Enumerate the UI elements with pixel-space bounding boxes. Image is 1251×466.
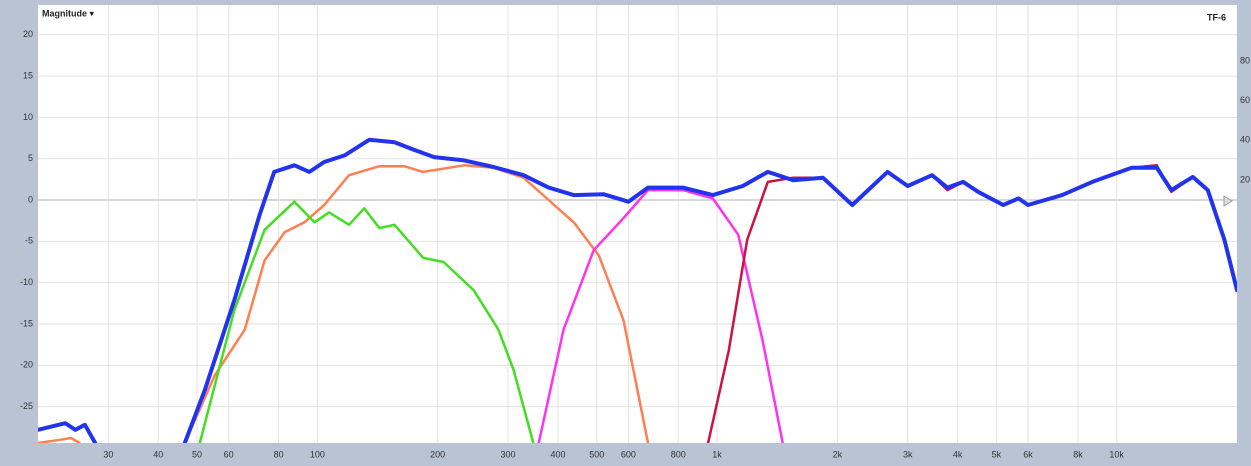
y2-tick-label: 60	[1240, 95, 1250, 105]
y2-tick-label: 40	[1240, 135, 1250, 145]
y-tick-label: 15	[23, 70, 33, 80]
x-tick-label: 2k	[833, 449, 843, 459]
y2-tick-label: 20	[1240, 174, 1250, 184]
x-tick-label: 4k	[953, 449, 963, 459]
y-tick-label: 5	[28, 153, 33, 163]
x-tick-label: 500	[589, 449, 604, 459]
x-tick-label: 80	[274, 449, 284, 459]
x-tick-label: 800	[671, 449, 686, 459]
x-tick-label: 30	[103, 449, 113, 459]
series-line	[38, 137, 1237, 443]
x-tick-label: 1k	[712, 449, 722, 459]
x-tick-label: 10k	[1109, 449, 1124, 459]
x-tick-label: 300	[501, 449, 516, 459]
x-tick-label: 200	[430, 449, 445, 459]
x-tick-label: 400	[550, 449, 565, 459]
x-tick-label: 50	[192, 449, 202, 459]
x-tick-label: 40	[153, 449, 163, 459]
y-tick-label: 0	[28, 194, 33, 204]
y2-tick-label: 80	[1240, 55, 1250, 65]
series-line	[38, 164, 650, 443]
y-tick-label: 20	[23, 29, 33, 39]
chart-title[interactable]: Magnitude ▾	[42, 8, 94, 18]
series-line	[198, 200, 535, 443]
y-tick-label: -15	[20, 318, 33, 328]
y-tick-label: -10	[20, 277, 33, 287]
level-handle[interactable]	[1223, 195, 1233, 207]
y-tick-label: -25	[20, 401, 33, 411]
series-line	[537, 188, 784, 443]
x-tick-label: 3k	[903, 449, 913, 459]
x-tick-label: 6k	[1023, 449, 1033, 459]
y-tick-label: -20	[20, 360, 33, 370]
y-tick-label: 10	[23, 112, 33, 122]
x-tick-label: 5k	[992, 449, 1002, 459]
x-tick-label: 8k	[1073, 449, 1083, 459]
x-tick-label: 600	[621, 449, 636, 459]
plot-area	[38, 5, 1237, 443]
x-tick-label: 100	[310, 449, 325, 459]
y-tick-label: -5	[25, 236, 33, 246]
x-tick-label: 60	[224, 449, 234, 459]
measurement-name: TF-6	[1207, 12, 1226, 22]
